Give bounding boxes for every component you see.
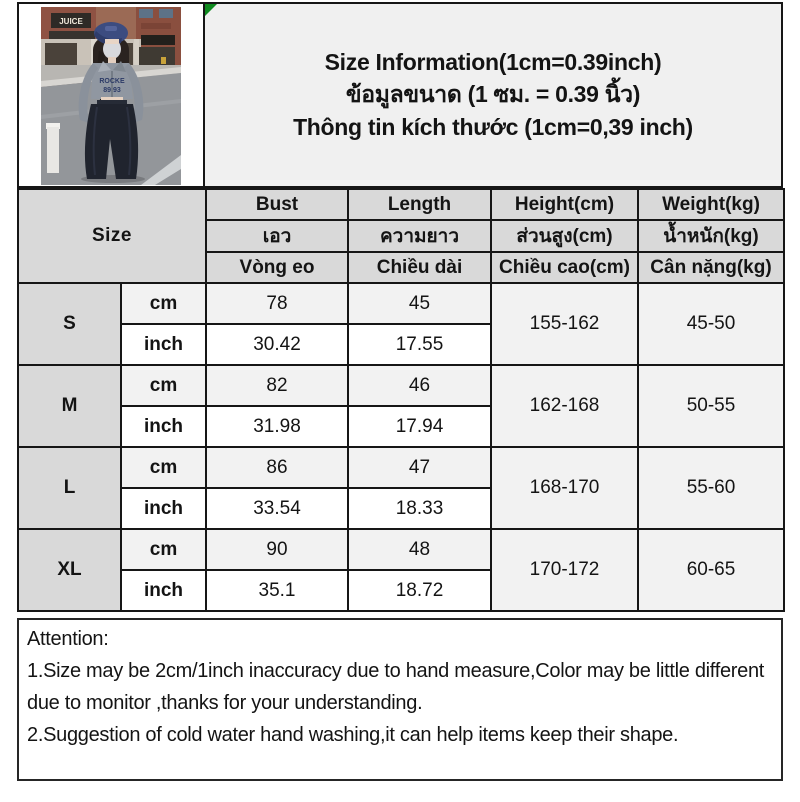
size-label-s: S [17,282,122,366]
attention-note-2: 2.Suggestion of cold water hand washing,… [27,724,679,746]
l-bust-inch: 33.54 [205,487,349,530]
row-s-cm: S cm 78 45 155-162 45-50 [17,282,785,366]
attention-box: Attention: 1.Size may be 2cm/1inch inacc… [17,618,783,781]
size-table: Size Bust Length Height(cm) Weight(kg) เ… [17,188,785,612]
l-weight: 55-60 [637,446,785,530]
row-m-inch: inch 31.98 17.94 [18,405,784,448]
col-header-length-th: ความยาว [347,219,492,253]
unit-inch: inch [120,405,207,448]
col-header-weight-vi: Cân nặng(kg) [637,251,785,284]
size-label-m: M [17,364,122,448]
m-weight: 50-55 [637,364,785,448]
xl-length-cm: 48 [347,528,492,571]
s-bust-inch: 30.42 [205,323,349,366]
unit-inch: inch [120,487,207,530]
jacket-print-line1: ROCKE [99,78,125,85]
xl-bust-inch: 35.1 [205,569,349,612]
unit-inch: inch [120,569,207,612]
row-xl-cm: XL cm 90 48 170-172 60-65 [17,528,785,612]
green-corner-marker-icon [205,4,217,16]
photo-cell: JUICE [19,4,205,186]
m-bust-cm: 82 [205,364,349,407]
xl-length-inch: 18.72 [347,569,492,612]
row-m-cm: M cm 82 46 162-168 50-55 [17,364,785,448]
header-row-vi: Vòng eo Chiều dài Chiều cao(cm) Cân nặng… [18,251,785,284]
l-length-inch: 18.33 [347,487,492,530]
attention-note-1: 1.Size may be 2cm/1inch inaccuracy due t… [27,660,765,714]
col-header-height-vi: Chiều cao(cm) [490,251,639,284]
unit-inch: inch [120,323,207,366]
row-l-inch: inch 33.54 18.33 [18,487,784,530]
m-height: 162-168 [490,364,639,448]
unit-cm: cm [120,364,207,407]
title-vietnamese: Thông tin kích thước (1cm=0,39 inch) [293,113,693,140]
size-label-l: L [17,446,122,530]
unit-cm: cm [120,528,207,571]
s-length-cm: 45 [347,282,492,325]
col-header-weight-en: Weight(kg) [637,188,785,221]
col-header-length-en: Length [347,188,492,221]
jacket-print-line2: 89 93 [103,87,121,94]
street-sign-text: JUICE [59,17,83,26]
col-header-length-vi: Chiều dài [347,251,492,284]
s-height: 155-162 [490,282,639,366]
row-l-cm: L cm 86 47 168-170 55-60 [17,446,785,530]
m-bust-inch: 31.98 [205,405,349,448]
attention-heading: Attention: [27,628,109,650]
unit-cm: cm [120,282,207,325]
s-length-inch: 17.55 [347,323,492,366]
col-header-bust-vi: Vòng eo [205,251,349,284]
size-label-xl: XL [17,528,122,612]
xl-weight: 60-65 [637,528,785,612]
model-photo: JUICE [41,7,181,185]
s-bust-cm: 78 [205,282,349,325]
l-length-cm: 47 [347,446,492,489]
unit-cm: cm [120,446,207,489]
size-chart-sheet: JUICE [17,2,785,781]
top-section: JUICE [17,2,783,188]
l-height: 168-170 [490,446,639,530]
l-bust-cm: 86 [205,446,349,489]
col-header-bust-en: Bust [205,188,349,221]
title-english: Size Information(1cm=0.39inch) [324,49,662,76]
row-xl-inch: inch 35.1 18.72 [18,569,784,612]
size-header-cell: Size [17,188,207,284]
col-header-weight-th: น้ำหนัก(kg) [637,219,785,253]
col-header-height-en: Height(cm) [490,188,639,221]
s-weight: 45-50 [637,282,785,366]
xl-height: 170-172 [490,528,639,612]
col-header-height-th: ส่วนสูง(cm) [490,219,639,253]
header-row-th: เอว ความยาว ส่วนสูง(cm) น้ำหนัก(kg) [18,219,785,253]
row-s-inch: inch 30.42 17.55 [18,323,784,366]
title-thai: ข้อมูลขนาด (1 ซม. = 0.39 นิ้ว) [345,81,641,108]
col-header-bust-th: เอว [205,219,349,253]
m-length-cm: 46 [347,364,492,407]
header-row-en: Size Bust Length Height(cm) Weight(kg) [17,188,785,284]
title-cell: Size Information(1cm=0.39inch) ข้อมูลขนา… [205,4,781,186]
m-length-inch: 17.94 [347,405,492,448]
xl-bust-cm: 90 [205,528,349,571]
